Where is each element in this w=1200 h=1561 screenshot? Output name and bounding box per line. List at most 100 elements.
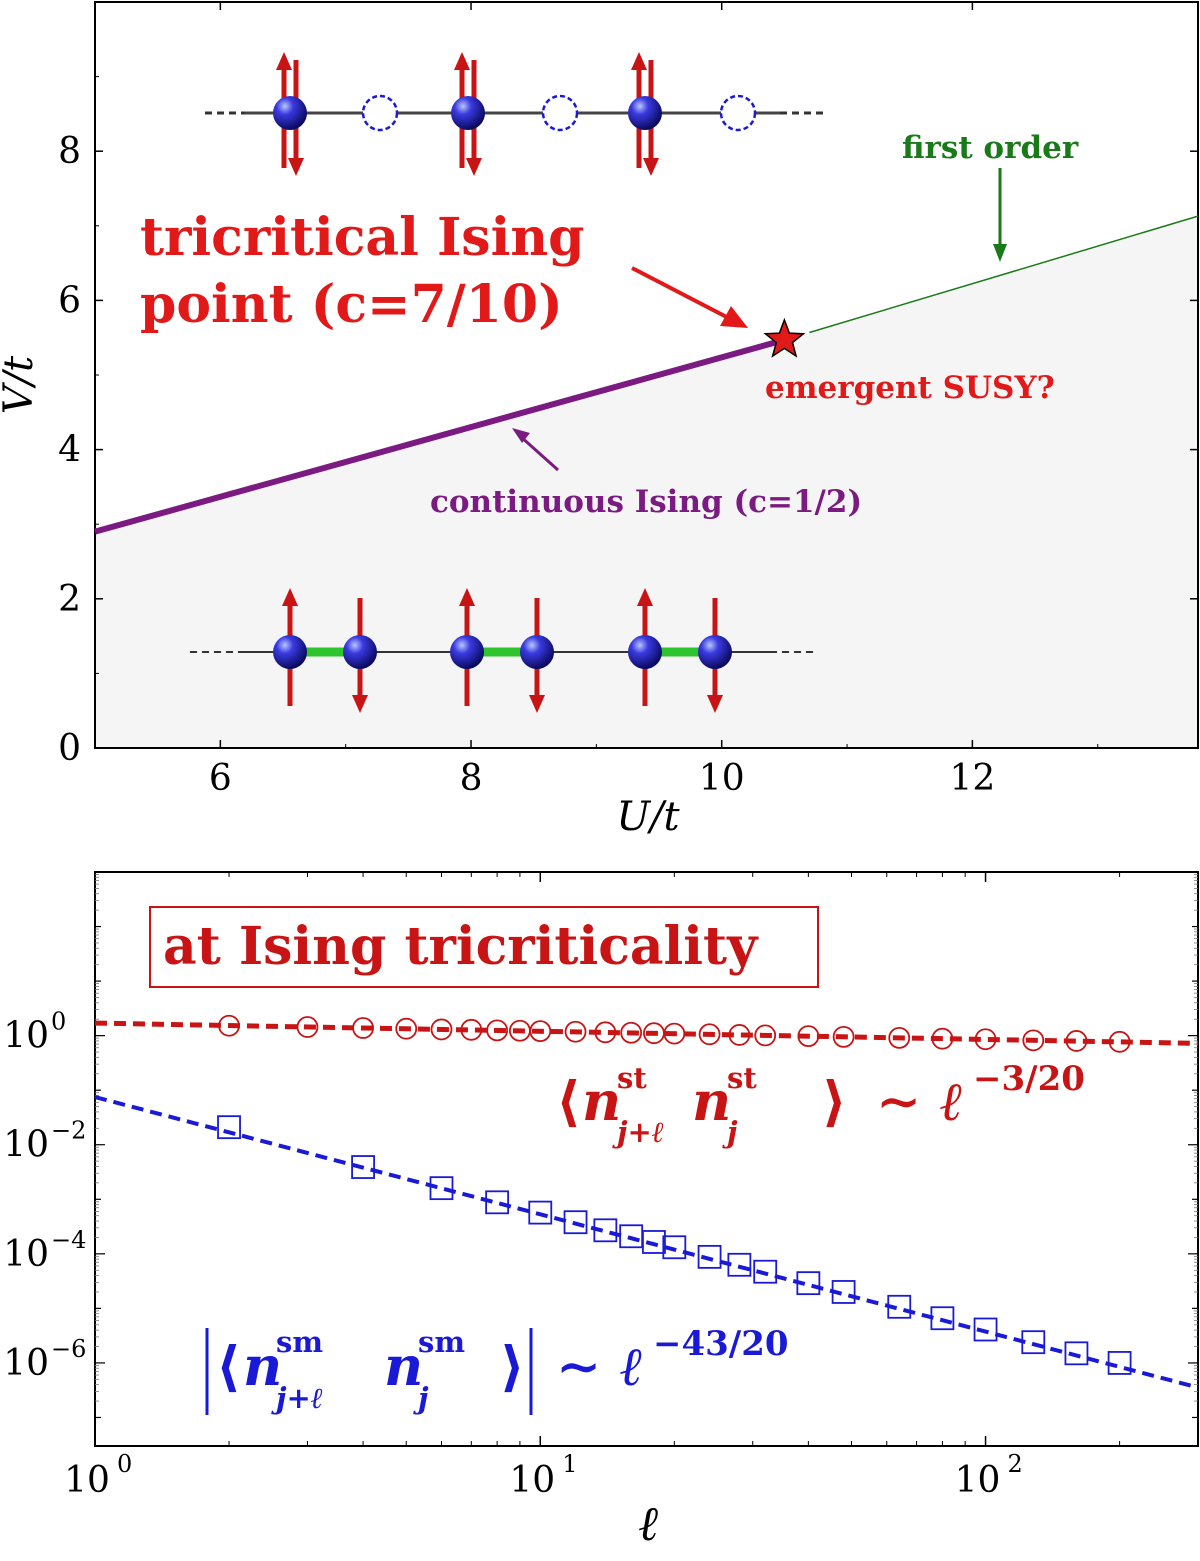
bottom-axis-ticks: 10 0 10 1 10 210 −610 −410 −210 0 [3,872,1199,1501]
bottom-xtick-label: 10 [955,1460,1001,1501]
top-ytick-label: 8 [58,131,81,172]
bond-order-lattice-cartoon [190,588,815,713]
smooth-point [1064,1341,1089,1366]
bottom-xtick-label: 10 [509,1460,555,1501]
smooth-point [429,1176,454,1201]
smooth-point [217,1115,241,1140]
svg-text:sm: sm [276,1325,323,1359]
first-order-arrowhead [993,244,1007,262]
smooth-point [697,1244,722,1269]
fermion-site [520,635,554,669]
tricritical-label-line2: point (c=7/10) [140,274,563,335]
spin-arrowhead [282,588,298,606]
staggered-point [832,1025,855,1048]
first-order-label: first order [902,130,1079,166]
first-order-line [809,215,1199,334]
spin-arrowhead [466,158,482,176]
svg-text:ℓ: ℓ [940,1069,963,1133]
svg-text:st: st [727,1061,757,1095]
tricriticality-label: at Ising tricriticality [163,916,759,977]
bottom-ytick-label: 10 [3,1016,49,1057]
tricritical-label-line1: tricritical Ising [140,207,585,268]
smooth-point [351,1155,375,1179]
staggered-point [620,1021,643,1044]
continuous-ising-arrowhead [512,428,530,443]
smooth-point [973,1317,998,1342]
susy-label: emergent SUSY? [765,370,1055,406]
fermion-site [273,96,307,130]
top-xtick-label: 6 [209,758,232,799]
continuous-ising-arrow [518,434,560,472]
fit-line [94,1095,1199,1390]
continuous-ising-line [94,337,786,535]
svg-text:−3/20: −3/20 [973,1059,1085,1099]
smooth-point [753,1259,778,1284]
bottom-xtick-exponent: 1 [562,1450,577,1478]
smooth-point [1107,1351,1132,1375]
staggered-points [218,1014,1131,1053]
smooth-point [727,1252,752,1277]
svg-text:⟩: ⟩ [822,1069,847,1133]
dimer-lattice-cartoon [205,52,825,176]
spin-arrowhead [276,52,292,70]
svg-text:st: st [617,1061,647,1095]
fermion-site [273,635,307,669]
smooth-point [831,1280,856,1304]
staggered-point [698,1023,721,1046]
svg-text:⟨: ⟨ [216,1334,241,1398]
empty-site [719,94,757,132]
svg-text:n: n [582,1069,621,1133]
fermion-site [343,635,377,669]
smooth-point [887,1294,912,1319]
spin-arrowhead [707,695,723,713]
spin-arrowhead [631,52,647,70]
staggered-point [529,1020,552,1043]
bottom-xtick-exponent: 2 [1008,1450,1023,1478]
staggered-point [395,1017,418,1040]
spin-arrowhead [459,588,475,606]
phase-diagram-panel: 6 8 10 12 0 2 4 6 8 tricritical Ising point (c=7… [0,1,1199,840]
svg-text:sm: sm [418,1325,465,1359]
smooth-point [662,1235,687,1260]
smooth-point [485,1190,510,1215]
staggered-point [430,1018,453,1041]
staggered-point [974,1028,997,1051]
bottom-ytick-exponent: 0 [51,1008,66,1036]
staggered-point [728,1024,751,1046]
bottom-ytick-exponent: −4 [51,1226,86,1254]
bottom-plot-frame [94,871,1199,1447]
smooth-point [796,1271,821,1296]
staggered-point [931,1027,954,1050]
tricritical-arrowhead [720,306,748,328]
correlation-panel: 10 0 10 1 10 210 −610 −410 −210 0 at Ising tricri… [3,871,1199,1552]
staggered-point [218,1014,240,1037]
svg-text:n: n [692,1069,731,1133]
bottom-xtick-exponent: 0 [117,1450,132,1478]
bottom-ytick-label: 10 [3,1234,49,1275]
tricritical-point-star [763,317,806,358]
top-xtick-label: 10 [699,758,745,799]
svg-text:n: n [384,1334,423,1398]
bottom-ytick-exponent: −2 [51,1117,86,1145]
continuous-ising-label: continuous Ising (c=1/2) [430,484,862,520]
staggered-fit-line [94,1020,1199,1046]
staggered-point [1065,1030,1088,1052]
smooth-point [528,1200,553,1225]
bottom-xtick-label: 10 [64,1460,110,1501]
top-ytick-label: 6 [58,280,81,321]
empty-site [541,94,579,132]
smooth-points [217,1115,1132,1375]
svg-text:ℓ: ℓ [620,1334,643,1398]
smooth-formula: ⟨ n sm j+ℓ n sm j ⟩ ∼ ℓ −43/20 [205,1324,789,1415]
top-axis-ticks: 6 8 10 12 0 2 4 6 8 [58,2,1198,799]
spin-arrowhead [352,695,368,713]
smooth-point [930,1306,955,1331]
ordered-phase-region [95,216,1198,749]
staggered-point [663,1022,686,1045]
top-xtick-label: 8 [460,758,483,799]
spin-arrowhead [454,52,470,70]
svg-text:∼: ∼ [556,1334,601,1398]
spin-arrowhead [288,158,304,176]
smooth-point [563,1210,588,1235]
